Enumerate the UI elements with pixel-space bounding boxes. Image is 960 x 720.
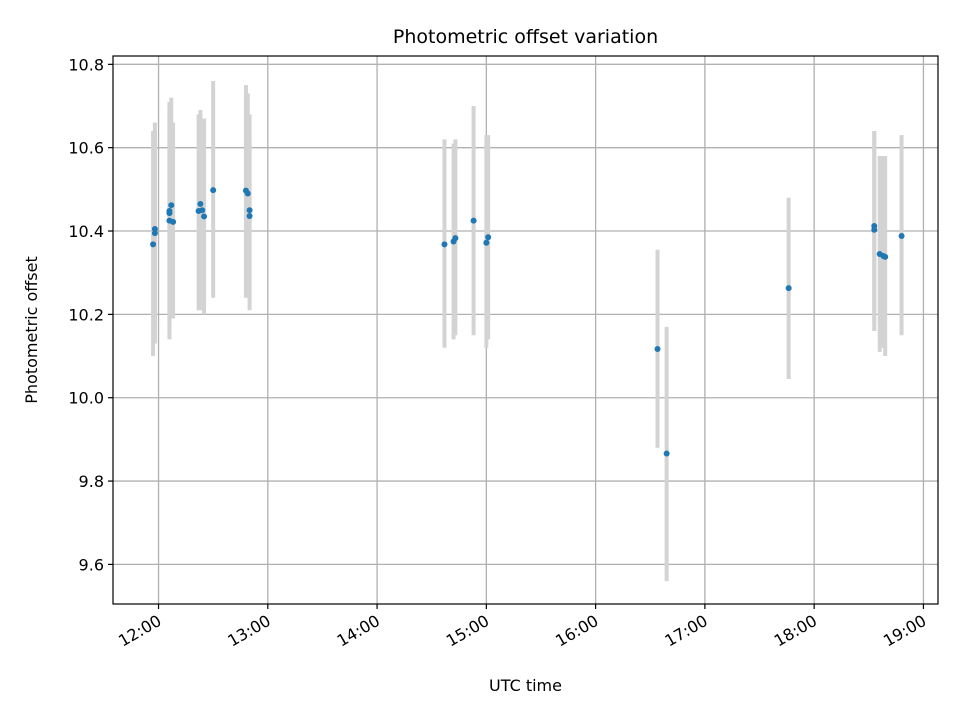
y-axis-label: Photometric offset [22, 256, 41, 404]
plot-frame [112, 55, 939, 605]
data-point [170, 218, 177, 225]
data-point [244, 190, 251, 197]
data-point [452, 235, 459, 242]
y-tick-label: 10.8 [68, 55, 104, 74]
y-tick-label: 10.2 [68, 305, 104, 324]
data-point [166, 208, 173, 215]
data-point [151, 230, 158, 237]
y-tick-label: 9.8 [79, 472, 104, 491]
y-tick-label: 10.0 [68, 389, 104, 408]
chart-title: Photometric offset variation [393, 26, 658, 48]
data-point [441, 241, 448, 248]
data-point [470, 217, 477, 224]
x-axis-label: UTC time [489, 676, 562, 695]
data-point [871, 223, 878, 230]
data-point [151, 225, 158, 232]
data-point [246, 207, 253, 214]
data-point [199, 207, 206, 214]
data-point [654, 345, 661, 352]
data-point [663, 450, 670, 457]
y-tick-label: 9.6 [79, 555, 104, 574]
data-point [210, 187, 217, 194]
data-point [201, 213, 208, 220]
data-point [150, 241, 157, 248]
data-point [168, 202, 175, 209]
data-point [483, 239, 490, 246]
y-tick-label: 10.4 [68, 222, 104, 241]
data-point [785, 285, 792, 292]
point-layer [150, 187, 905, 457]
data-point [246, 213, 253, 220]
grid-layer [113, 56, 938, 604]
y-tick-label: 10.6 [68, 139, 104, 158]
data-point [197, 200, 204, 207]
data-point [882, 253, 889, 260]
data-point [485, 234, 492, 241]
data-point [898, 233, 905, 240]
